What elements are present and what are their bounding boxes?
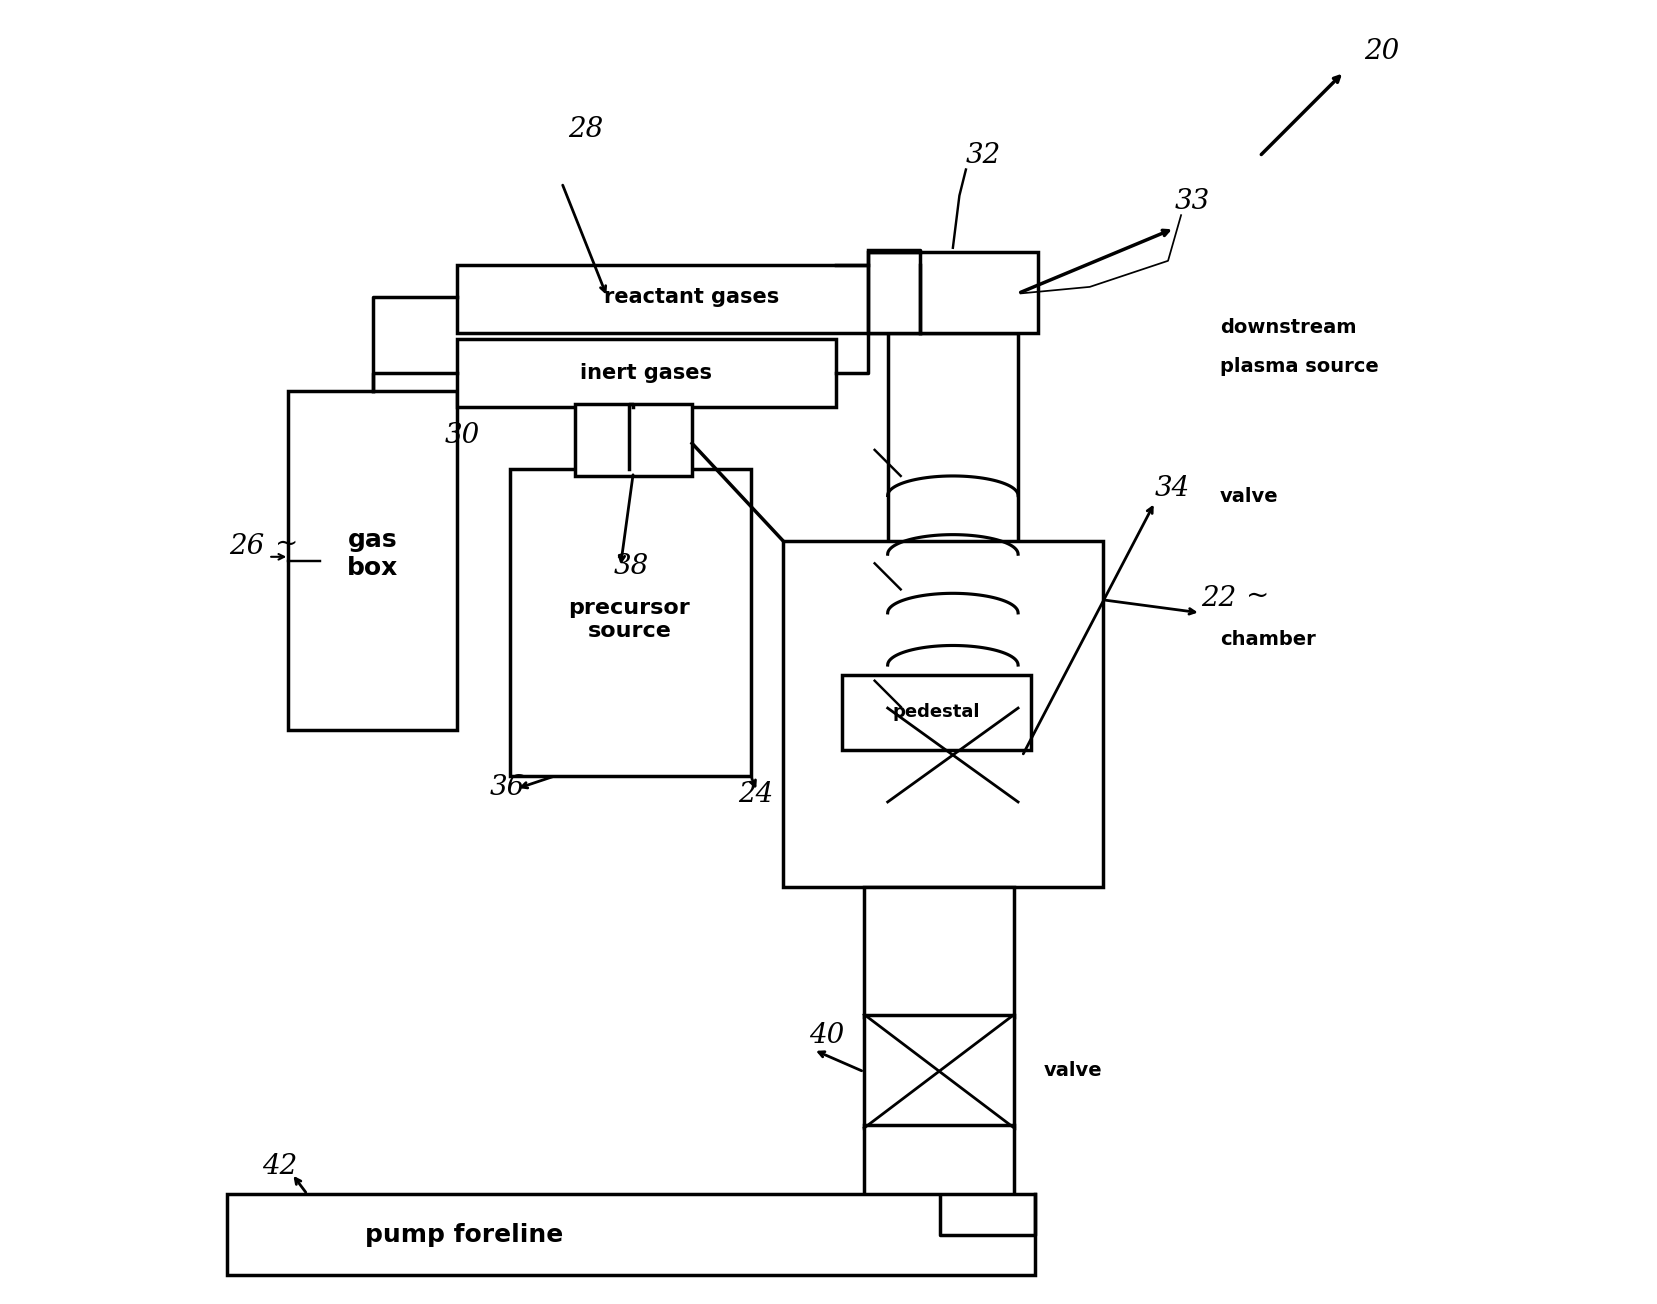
- Text: plasma source: plasma source: [1220, 356, 1379, 376]
- FancyBboxPatch shape: [288, 391, 457, 730]
- FancyBboxPatch shape: [863, 887, 1014, 1017]
- Text: inert gases: inert gases: [580, 363, 713, 383]
- FancyBboxPatch shape: [863, 1015, 1014, 1128]
- FancyBboxPatch shape: [863, 1125, 1014, 1197]
- Text: chamber: chamber: [1220, 630, 1316, 649]
- Text: downstream: downstream: [1220, 317, 1355, 336]
- Text: 40: 40: [809, 1022, 843, 1050]
- FancyBboxPatch shape: [457, 339, 835, 407]
- Text: valve: valve: [1044, 1060, 1102, 1080]
- Text: 32: 32: [966, 142, 1001, 170]
- Text: 30: 30: [444, 422, 479, 450]
- Text: ~: ~: [1246, 583, 1269, 610]
- Text: 28: 28: [568, 116, 603, 143]
- Text: 33: 33: [1173, 188, 1210, 215]
- Text: 38: 38: [613, 553, 648, 580]
- Text: 42: 42: [262, 1153, 297, 1180]
- FancyBboxPatch shape: [575, 404, 691, 476]
- Text: 24: 24: [737, 781, 772, 808]
- Text: pedestal: pedestal: [891, 703, 979, 721]
- Text: valve: valve: [1220, 486, 1278, 506]
- FancyBboxPatch shape: [509, 469, 751, 776]
- FancyBboxPatch shape: [886, 708, 1017, 802]
- FancyBboxPatch shape: [886, 333, 1017, 711]
- FancyBboxPatch shape: [868, 252, 1037, 333]
- FancyBboxPatch shape: [457, 265, 920, 333]
- Text: precursor
source: precursor source: [568, 597, 689, 642]
- Text: 34: 34: [1155, 475, 1190, 502]
- Text: pump foreline: pump foreline: [365, 1223, 563, 1247]
- Text: 20: 20: [1362, 38, 1399, 65]
- FancyBboxPatch shape: [842, 675, 1031, 750]
- Text: 26: 26: [229, 533, 263, 561]
- Text: reactant gases: reactant gases: [605, 287, 779, 308]
- Text: 36: 36: [490, 775, 525, 802]
- FancyBboxPatch shape: [227, 1194, 1034, 1275]
- Text: gas
box: gas box: [346, 528, 398, 580]
- Text: ~: ~: [275, 531, 298, 558]
- Text: 22: 22: [1200, 585, 1234, 613]
- FancyBboxPatch shape: [782, 541, 1102, 887]
